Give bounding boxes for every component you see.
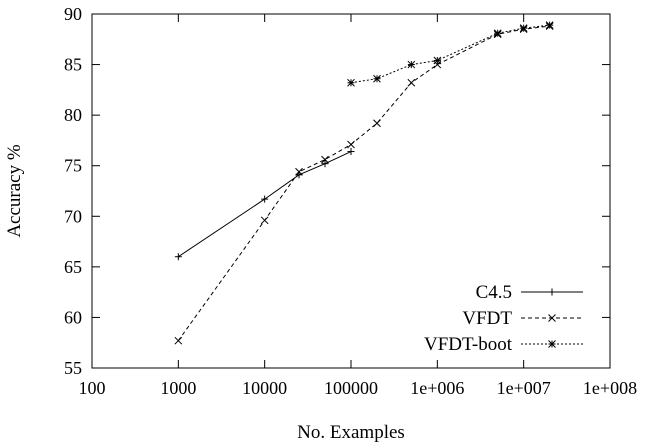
data-point — [348, 79, 355, 86]
legend-entry: VFDT-boot — [424, 334, 583, 355]
legend-label: VFDT-boot — [424, 334, 513, 355]
legend-entry: VFDT — [462, 308, 583, 329]
data-point — [549, 341, 556, 348]
series-vfdt-boot — [348, 22, 554, 87]
data-point — [373, 75, 380, 82]
series-line — [178, 152, 351, 257]
data-point — [520, 25, 527, 32]
x-tick-label: 1e+007 — [497, 378, 551, 398]
data-point — [261, 217, 268, 224]
data-point — [175, 253, 182, 260]
data-point — [434, 57, 441, 64]
data-point — [175, 337, 182, 344]
y-tick-label: 70 — [64, 206, 82, 226]
x-tick-label: 1e+006 — [410, 378, 464, 398]
y-tick-label: 55 — [64, 358, 82, 378]
data-point — [348, 141, 355, 148]
x-axis-label: No. Examples — [297, 422, 405, 443]
axis-ticks: 100 1000 10000 100000 1e+006 1e+007 1e+008 55 60… — [64, 4, 637, 398]
plot-area-frame — [92, 14, 610, 368]
data-point — [546, 22, 553, 29]
data-point — [494, 30, 501, 37]
x-tick-label: 1e+008 — [583, 378, 637, 398]
x-tick-label: 10000 — [242, 378, 287, 398]
x-tick-label: 1000 — [160, 378, 196, 398]
y-axis-label: Accuracy % — [4, 144, 25, 238]
series-line — [351, 25, 550, 83]
y-tick-label: 60 — [64, 307, 82, 327]
data-point — [549, 289, 556, 296]
y-tick-label: 85 — [64, 55, 82, 75]
data-point — [373, 120, 380, 127]
x-tick-label: 100000 — [324, 378, 378, 398]
data-point — [408, 79, 415, 86]
legend-entry: C4.5 — [476, 282, 583, 303]
x-tick-label: 100 — [79, 378, 106, 398]
data-point — [348, 148, 355, 155]
y-tick-label: 75 — [64, 156, 82, 176]
legend-label: VFDT — [462, 308, 512, 329]
y-tick-label: 90 — [64, 4, 82, 24]
y-tick-label: 80 — [64, 105, 82, 125]
legend: C4.5 VFDT VFDT-boot — [424, 282, 583, 355]
legend-label: C4.5 — [476, 282, 512, 303]
data-point — [261, 196, 268, 203]
y-tick-label: 65 — [64, 257, 82, 277]
series-c4-5 — [175, 148, 355, 260]
data-point — [408, 61, 415, 68]
